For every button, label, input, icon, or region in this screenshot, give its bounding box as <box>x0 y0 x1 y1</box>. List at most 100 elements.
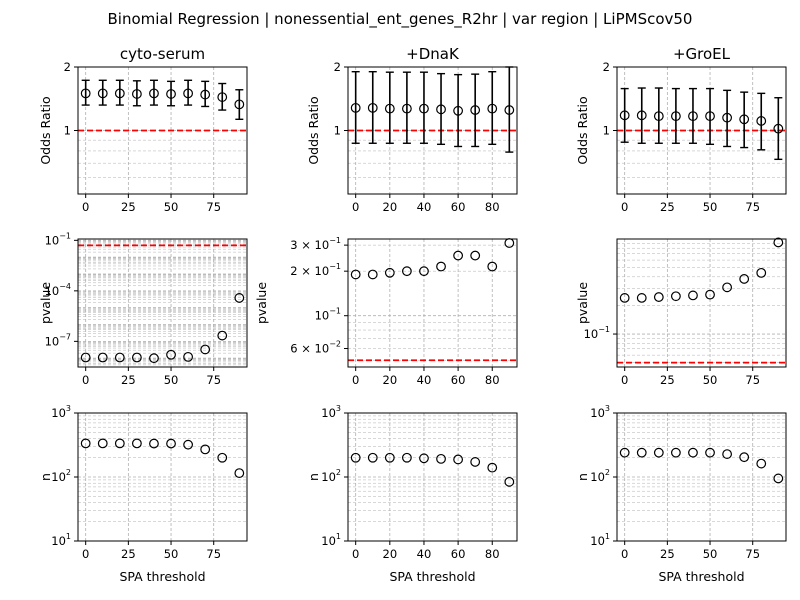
x-tick-label: 20 <box>383 373 398 387</box>
x-tick-label: 50 <box>164 200 179 214</box>
x-tick-label: 80 <box>485 200 500 214</box>
data-point <box>350 102 361 113</box>
data-point <box>470 250 481 261</box>
error-bar <box>757 92 766 151</box>
data-point <box>670 291 681 302</box>
y-axis-label: Odds Ratio <box>575 96 590 164</box>
y-tick-label: 10−1 <box>584 325 610 341</box>
column-title: +GroEL <box>673 45 731 63</box>
x-tick-label: 0 <box>82 200 89 214</box>
data-point <box>722 112 733 123</box>
x-tick-label: 75 <box>206 373 221 387</box>
y-tick-label: 2 <box>334 60 341 74</box>
data-point <box>739 452 750 463</box>
data-point <box>131 352 142 363</box>
y-tick-label: 101 <box>51 532 71 548</box>
y-tick-label: 2 × 10−1 <box>290 262 341 278</box>
error-bar <box>437 72 446 146</box>
data-point <box>436 261 446 272</box>
error-bar <box>620 87 629 143</box>
data-point <box>401 103 412 114</box>
data-point <box>739 274 750 284</box>
data-point <box>234 468 245 479</box>
figure-suptitle: Binomial Regression | nonessential_ent_g… <box>108 10 693 29</box>
chart-panel-pvalue-1: 0 25 50 75 10−7 10−4 10−1 pvalue <box>38 231 248 387</box>
x-tick-label: 0 <box>621 373 628 387</box>
data-point <box>688 290 698 301</box>
x-tick-label: 75 <box>745 200 760 214</box>
grid <box>78 239 247 368</box>
data-point <box>688 447 698 458</box>
data-point <box>80 438 91 449</box>
data-point <box>487 462 498 473</box>
error-bar <box>149 79 158 106</box>
x-tick-label: 40 <box>417 200 432 214</box>
data-point <box>166 438 176 449</box>
data-point <box>200 444 211 455</box>
error-bar <box>688 87 697 144</box>
x-tick-label: 80 <box>485 373 500 387</box>
x-tick-label: 40 <box>417 547 432 561</box>
x-tick-label: 0 <box>82 547 89 561</box>
data-point <box>166 89 176 99</box>
data-point <box>367 102 378 113</box>
x-tick-label: 25 <box>121 547 136 561</box>
x-tick-label: 50 <box>703 200 718 214</box>
data-point <box>234 293 245 303</box>
grid <box>348 239 517 367</box>
y-tick-label: 2 <box>64 60 71 74</box>
error-bar <box>471 73 480 148</box>
y-axis-label: pvalue <box>575 282 590 324</box>
data-point <box>453 105 464 116</box>
data-point <box>200 344 211 355</box>
y-tick-label: 10−7 <box>45 332 71 348</box>
data-point <box>619 293 630 303</box>
error-bar <box>454 73 463 148</box>
x-tick-label: 75 <box>206 200 221 214</box>
y-tick-label: 102 <box>590 468 610 484</box>
error-bar <box>132 80 141 107</box>
x-axis-label: SPA threshold <box>389 569 475 584</box>
y-tick-label: 10−1 <box>315 307 341 323</box>
data-point <box>504 238 515 248</box>
data-point <box>183 439 194 450</box>
error-bar <box>81 79 90 106</box>
chart-panel-odds_ratio-2: 0 20 40 60 80 1 2 Odds Ratio +DnaK <box>306 45 518 214</box>
data-point <box>419 103 429 114</box>
data-point <box>487 103 498 114</box>
x-tick-label: 20 <box>383 200 398 214</box>
error-bar <box>385 71 394 144</box>
x-tick-label: 50 <box>703 547 718 561</box>
data-point <box>367 269 378 280</box>
data-point <box>705 111 715 122</box>
data-point <box>722 282 733 293</box>
data-point <box>470 457 481 467</box>
y-tick-label: 102 <box>321 468 341 484</box>
y-tick-label: 103 <box>321 404 341 420</box>
error-bar <box>637 87 646 144</box>
data-point <box>384 103 395 114</box>
data-point <box>131 89 142 99</box>
error-bar <box>740 91 749 149</box>
error-bar <box>654 87 663 144</box>
error-bar <box>368 70 377 144</box>
data-point <box>200 89 211 100</box>
data-point <box>653 292 664 302</box>
data-point <box>166 349 176 360</box>
data-point <box>149 88 159 99</box>
data-point <box>636 110 647 121</box>
data-point <box>97 438 108 449</box>
error-bar <box>774 97 783 161</box>
data-point <box>636 293 647 303</box>
y-tick-label: 103 <box>590 404 610 420</box>
x-tick-label: 50 <box>164 547 179 561</box>
error-bar <box>201 80 210 108</box>
data-point <box>419 266 429 277</box>
x-tick-label: 50 <box>703 373 718 387</box>
y-axis-label: n <box>38 473 53 481</box>
error-bar <box>184 79 193 106</box>
y-axis-label: n <box>575 473 590 481</box>
y-tick-label: 1 <box>603 124 610 138</box>
